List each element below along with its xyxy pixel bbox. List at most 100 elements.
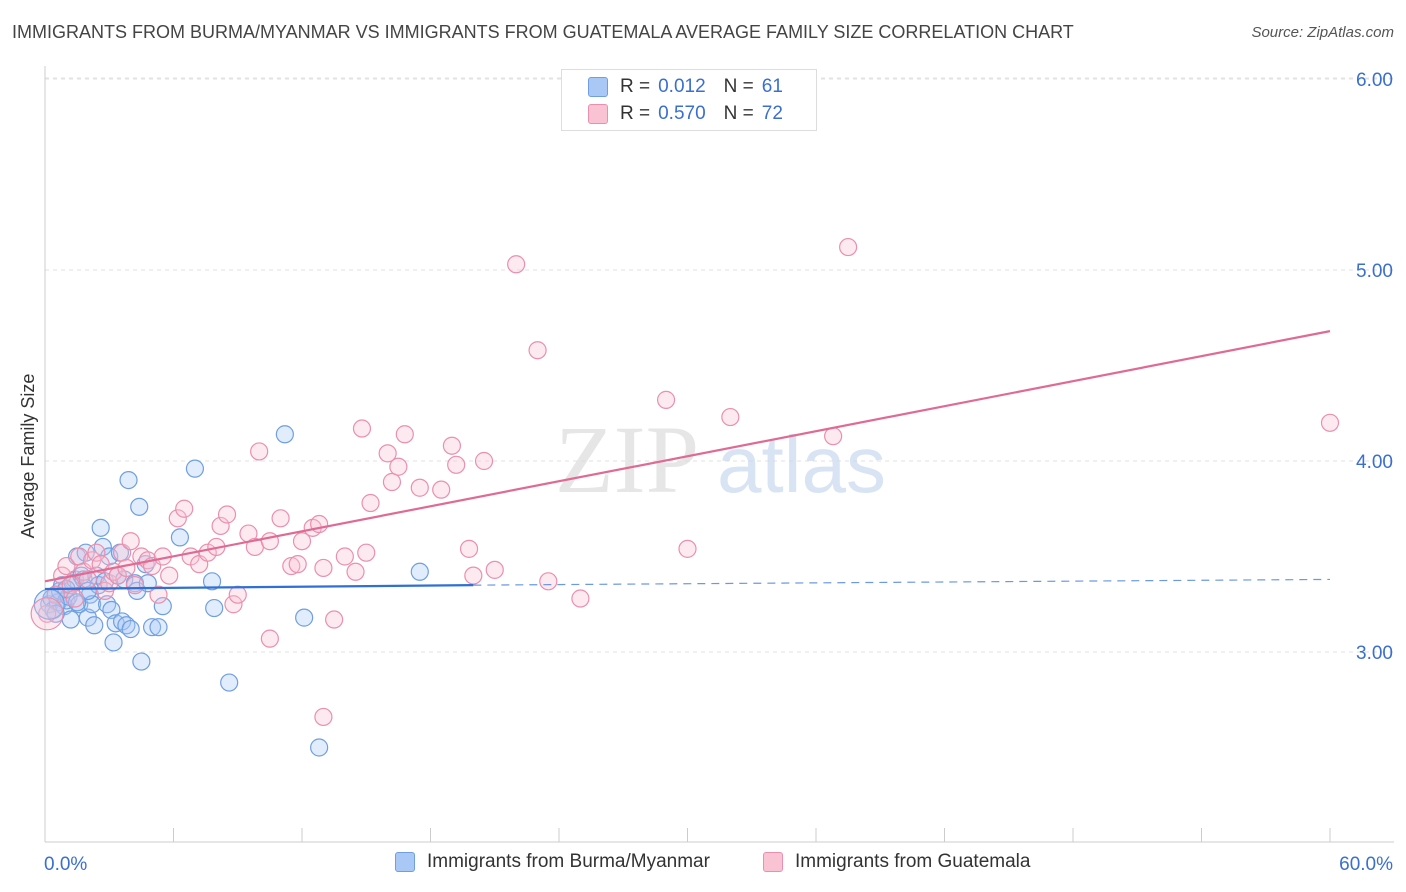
point-guatemala: [721, 407, 740, 427]
point-burma: [410, 562, 429, 581]
r-label: R =: [620, 76, 651, 97]
point-guatemala: [464, 566, 483, 585]
legend-item-guatemala[interactable]: Immigrants from Guatemala: [763, 851, 1030, 873]
point-burma: [205, 598, 224, 618]
point-guatemala: [168, 509, 187, 528]
point-guatemala: [160, 566, 179, 585]
point-guatemala: [335, 547, 354, 566]
watermark: ZIP atlas: [555, 406, 886, 513]
point-guatemala: [432, 480, 451, 499]
x-tick-label-max: 60.0%: [1339, 854, 1393, 875]
trend-line-burma: [44, 584, 474, 591]
point-burma: [170, 528, 190, 547]
point-guatemala: [824, 427, 843, 446]
stats-row-guatemala: R = 0.570 N = 72: [588, 101, 783, 127]
point-guatemala: [839, 237, 858, 257]
trend-line-guatemala: [44, 330, 1331, 583]
point-burma: [83, 595, 102, 614]
stats-legend: R = 0.012 N = 61 R = 0.570 N = 72: [561, 69, 817, 131]
point-guatemala: [117, 558, 136, 578]
point-guatemala: [678, 539, 697, 558]
point-guatemala: [382, 472, 402, 492]
point-guatemala: [282, 556, 301, 576]
point-burma: [149, 618, 168, 637]
point-guatemala: [314, 707, 333, 727]
point-guatemala: [395, 425, 414, 444]
trend-lines: [44, 330, 1331, 591]
stats-swatch-burma: [588, 77, 608, 97]
series-legend: Immigrants from Burma/Myanmar Immigrants…: [0, 851, 1406, 881]
point-burma: [104, 633, 123, 652]
point-guatemala: [250, 442, 269, 461]
watermark-zip: ZIP: [555, 406, 699, 513]
point-guatemala: [539, 572, 558, 591]
point-guatemala: [224, 595, 243, 614]
point-guatemala: [288, 555, 307, 574]
source-credit: Source: ZipAtlas.com: [1251, 24, 1394, 41]
point-burma: [132, 652, 151, 671]
point-guatemala: [260, 629, 279, 648]
legend-item-burma[interactable]: Immigrants from Burma/Myanmar: [395, 851, 710, 873]
point-guatemala: [571, 589, 590, 608]
point-guatemala: [1320, 413, 1340, 432]
point-guatemala: [442, 436, 462, 455]
chart-title: IMMIGRANTS FROM BURMA/MYANMAR VS IMMIGRA…: [12, 22, 1074, 42]
y-axis-label: Average Family Size: [18, 374, 38, 539]
point-burma: [220, 673, 239, 692]
point-guatemala: [314, 558, 333, 578]
n-value: 72: [761, 103, 783, 124]
point-burma: [78, 608, 97, 627]
n-label: N =: [723, 103, 754, 124]
point-burma: [310, 738, 329, 757]
point-guatemala: [65, 589, 85, 608]
point-guatemala: [228, 585, 247, 604]
point-guatemala: [217, 505, 237, 524]
point-burma: [142, 618, 162, 637]
legend-label-guatemala: Immigrants from Guatemala: [795, 851, 1031, 872]
point-guatemala: [410, 478, 429, 497]
point-guatemala: [57, 556, 76, 576]
tick-labels: 3.00 4.00 5.00 6.00 0.0% 60.0% Average Family …: [18, 70, 1393, 875]
legend-swatch-guatemala: [763, 852, 783, 872]
point-guatemala: [656, 390, 676, 409]
point-guatemala: [357, 543, 376, 562]
point-guatemala: [447, 455, 466, 474]
r-label: R =: [620, 103, 651, 124]
n-label: N =: [723, 76, 754, 97]
point-guatemala: [474, 451, 494, 471]
point-guatemala: [485, 560, 504, 579]
point-guatemala: [121, 532, 140, 551]
point-guatemala: [30, 597, 64, 631]
legend-label-burma: Immigrants from Burma/Myanmar: [427, 851, 710, 872]
point-guatemala: [352, 419, 372, 438]
r-value: 0.570: [658, 103, 706, 124]
point-guatemala: [125, 576, 145, 595]
point-guatemala: [528, 341, 547, 360]
y-tick-label: 5.00: [1356, 261, 1393, 282]
point-guatemala: [211, 516, 230, 536]
legend-swatch-burma: [395, 852, 415, 872]
point-guatemala: [507, 255, 526, 274]
point-burma: [202, 572, 222, 591]
point-burma: [153, 597, 172, 616]
x-tick-label-min: 0.0%: [44, 854, 87, 875]
point-burma: [275, 425, 294, 444]
point-guatemala: [459, 539, 479, 558]
point-guatemala: [378, 444, 397, 463]
n-value: 61: [761, 76, 783, 97]
point-guatemala: [325, 610, 344, 629]
point-guatemala: [292, 532, 312, 551]
point-burma: [102, 600, 121, 620]
point-burma: [91, 518, 110, 537]
point-burma: [121, 619, 140, 639]
point-guatemala: [346, 562, 365, 581]
r-value: 0.012: [658, 76, 706, 97]
point-guatemala: [175, 499, 194, 518]
grid-lines: [45, 77, 1394, 653]
point-burma: [130, 497, 149, 516]
point-burma: [119, 471, 138, 490]
point-guatemala: [149, 585, 168, 604]
point-burma: [85, 616, 104, 635]
stats-row-burma: R = 0.012 N = 61: [588, 74, 783, 100]
